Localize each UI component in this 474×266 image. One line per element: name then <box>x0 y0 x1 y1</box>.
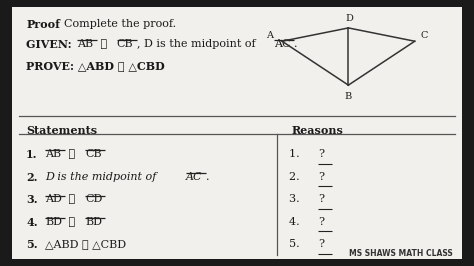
Text: , D is the midpoint of: , D is the midpoint of <box>137 39 255 49</box>
Text: 3.: 3. <box>289 194 307 204</box>
FancyBboxPatch shape <box>12 7 462 259</box>
Text: ?: ? <box>319 239 325 250</box>
Text: ?: ? <box>319 172 325 182</box>
Text: 2.: 2. <box>26 172 37 182</box>
Text: Proof: Proof <box>26 19 60 30</box>
Text: ?: ? <box>319 149 325 159</box>
Text: 4.: 4. <box>26 217 38 228</box>
Text: 3.: 3. <box>26 194 38 205</box>
Text: AB: AB <box>77 39 93 49</box>
Text: B: B <box>345 92 352 101</box>
Text: 1.: 1. <box>26 149 37 160</box>
Text: D is the midpoint of: D is the midpoint of <box>45 172 156 182</box>
Text: ≅: ≅ <box>65 194 79 204</box>
Text: 1.: 1. <box>289 149 307 159</box>
Text: AC: AC <box>274 39 291 49</box>
Text: ?: ? <box>319 217 325 227</box>
Text: Statements: Statements <box>26 125 97 136</box>
Text: AD: AD <box>45 194 62 204</box>
Text: ?: ? <box>319 194 325 204</box>
Text: .: . <box>294 39 297 49</box>
Text: Reasons: Reasons <box>292 125 343 136</box>
Text: △ABD ≅ △CBD: △ABD ≅ △CBD <box>45 239 126 250</box>
Text: 2.: 2. <box>289 172 307 182</box>
Text: PROVE: △ABD ≅ △CBD: PROVE: △ABD ≅ △CBD <box>26 60 165 71</box>
Text: ≅: ≅ <box>97 39 111 49</box>
Text: GIVEN:: GIVEN: <box>26 39 75 49</box>
Text: AC: AC <box>186 172 203 182</box>
Text: CB: CB <box>85 149 102 159</box>
Text: CD: CD <box>85 194 103 204</box>
Text: CB: CB <box>117 39 133 49</box>
Text: MS SHAWS MATH CLASS: MS SHAWS MATH CLASS <box>349 249 453 258</box>
Text: BD: BD <box>45 217 62 227</box>
Text: C: C <box>420 31 428 40</box>
Text: BD: BD <box>85 217 102 227</box>
Text: ≅: ≅ <box>65 217 79 227</box>
Text: 5.: 5. <box>289 239 307 250</box>
Text: AB: AB <box>45 149 61 159</box>
Text: .: . <box>206 172 210 182</box>
Text: A: A <box>266 31 273 40</box>
Text: ≅: ≅ <box>65 149 79 159</box>
Text: 5.: 5. <box>26 239 38 250</box>
Text: D: D <box>346 14 353 23</box>
Text: 4.: 4. <box>289 217 307 227</box>
Text: Complete the proof.: Complete the proof. <box>64 19 176 29</box>
